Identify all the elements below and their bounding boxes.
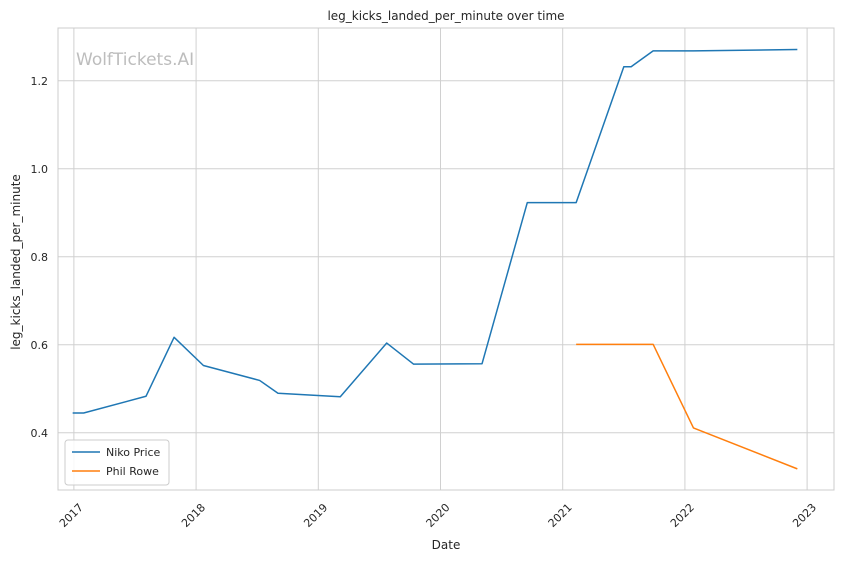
y-tick-label: 0.6 [31, 339, 49, 352]
x-tick-label: 2019 [301, 501, 330, 530]
y-tick-label: 1.0 [31, 163, 49, 176]
series-line-niko-price [72, 48, 798, 414]
x-tick-label: 2021 [546, 501, 575, 530]
y-axis-ticks: 0.4 0.6 0.8 1.0 1.2 [31, 75, 49, 440]
watermark: WolfTickets.AI [76, 50, 194, 70]
x-tick-label: 2018 [179, 501, 208, 530]
x-tick-label: 2017 [57, 501, 86, 530]
x-axis-ticks: 2017 2018 2019 2020 2021 2022 2023 [57, 501, 819, 530]
y-tick-label: 0.8 [31, 251, 49, 264]
x-tick-label: 2022 [668, 501, 697, 530]
legend-label-niko-price: Niko Price [106, 446, 161, 459]
legend: Niko Price Phil Rowe [64, 439, 170, 486]
grid [58, 28, 834, 490]
x-tick-label: 2023 [790, 501, 819, 530]
plot-frame [57, 27, 835, 491]
series-line-phil-rowe [576, 343, 798, 470]
legend-label-phil-rowe: Phil Rowe [106, 465, 159, 478]
y-tick-label: 0.4 [31, 427, 49, 440]
y-tick-label: 1.2 [31, 75, 49, 88]
chart-title: leg_kicks_landed_per_minute over time [327, 9, 564, 23]
x-axis-label: Date [432, 538, 461, 552]
x-tick-label: 2020 [424, 501, 453, 530]
y-axis-label: leg_kicks_landed_per_minute [9, 174, 23, 350]
series [72, 48, 798, 470]
